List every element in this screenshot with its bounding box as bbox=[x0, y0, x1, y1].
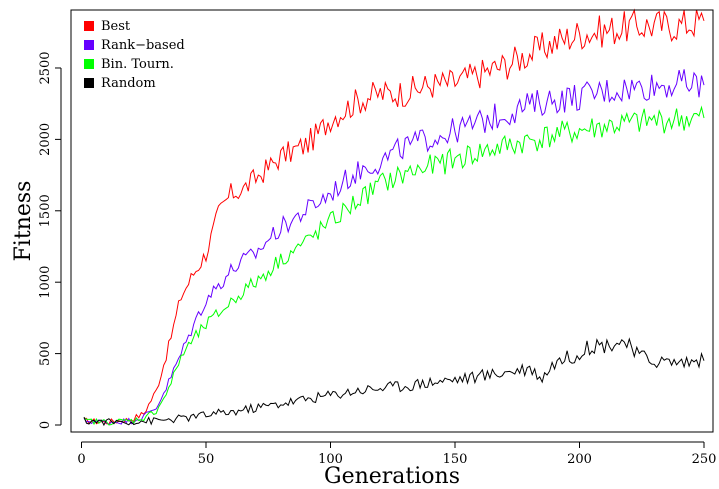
legend-swatch bbox=[84, 21, 94, 31]
y-tick-label: 500 bbox=[38, 341, 53, 366]
plot-frame bbox=[70, 9, 714, 433]
x-tick-label: 150 bbox=[443, 452, 468, 467]
legend: Best Rank−based Bin. Tourn. Random bbox=[84, 19, 185, 91]
x-tick-label: 50 bbox=[198, 452, 215, 467]
series-line bbox=[83, 69, 705, 426]
y-axis-title: Fitness bbox=[11, 181, 36, 262]
x-axis: 0 50 100 150 200 250 bbox=[77, 441, 717, 467]
series-line bbox=[83, 105, 705, 426]
series-line bbox=[84, 8, 705, 425]
x-tick-label: 250 bbox=[692, 452, 717, 467]
x-tick-label: 0 bbox=[77, 452, 85, 467]
y-tick-label: 0 bbox=[38, 421, 53, 429]
legend-swatch bbox=[84, 40, 94, 50]
legend-label: Rank−based bbox=[101, 38, 185, 53]
y-tick-label: 2000 bbox=[38, 123, 53, 156]
series-layer bbox=[83, 8, 705, 427]
y-axis: 0 500 1000 1500 2000 2500 bbox=[38, 51, 62, 429]
x-tick-label: 100 bbox=[318, 452, 343, 467]
legend-swatch bbox=[84, 78, 94, 88]
x-axis-title: Generations bbox=[324, 464, 460, 489]
x-tick-label: 200 bbox=[567, 452, 592, 467]
legend-label: Bin. Tourn. bbox=[101, 57, 174, 72]
legend-label: Random bbox=[101, 76, 156, 91]
y-tick-label: 1000 bbox=[38, 266, 53, 299]
legend-label: Best bbox=[101, 19, 131, 34]
series-line bbox=[83, 337, 705, 427]
legend-swatch bbox=[84, 59, 94, 69]
y-tick-label: 2500 bbox=[38, 51, 53, 84]
y-tick-label: 1500 bbox=[38, 194, 53, 227]
